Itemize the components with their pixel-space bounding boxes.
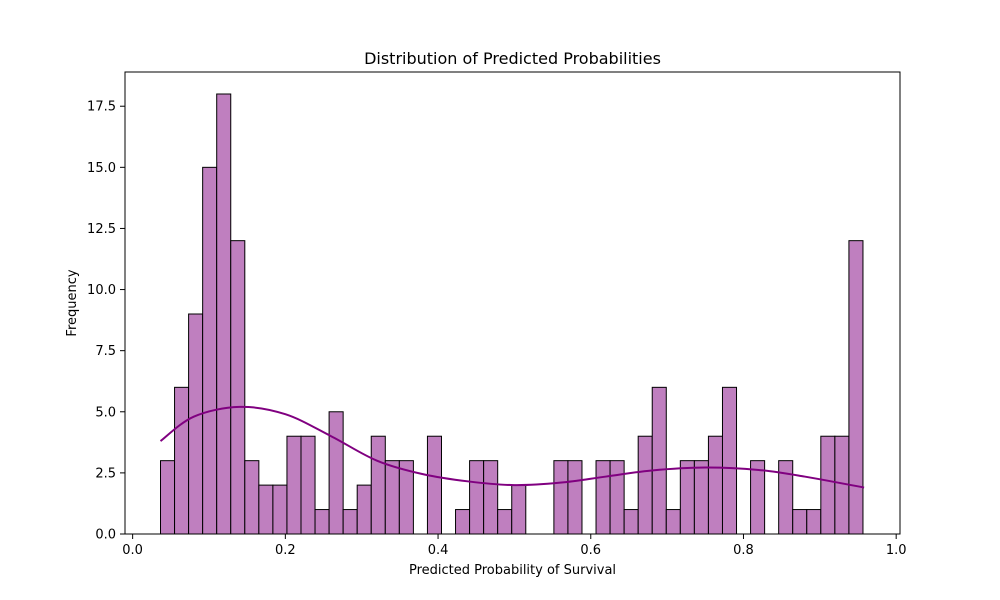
kde-curve xyxy=(159,405,865,489)
y-tick-label: 17.5 xyxy=(87,100,116,115)
histogram-bar xyxy=(258,484,274,535)
x-tick-label: 0.4 xyxy=(428,543,449,558)
x-tick-label: 0.8 xyxy=(733,543,754,558)
x-tick-label: 0.6 xyxy=(580,543,601,558)
histogram-bar xyxy=(595,460,611,535)
histogram-bar xyxy=(160,460,176,535)
histogram-bars xyxy=(160,93,864,535)
histogram-bar xyxy=(693,460,709,535)
histogram-bar xyxy=(356,484,372,535)
chart-title: Distribution of Predicted Probabilities xyxy=(364,49,661,68)
histogram-bar xyxy=(469,460,485,535)
histogram-bar xyxy=(216,93,232,535)
plot-frame xyxy=(124,71,901,535)
histogram-bar xyxy=(778,460,794,535)
histogram-bar xyxy=(342,509,358,535)
histogram-bar xyxy=(609,460,625,535)
histogram-bar xyxy=(384,460,400,535)
histogram-bar xyxy=(314,509,330,535)
histogram-bar xyxy=(721,386,738,535)
x-tick-label: 0.0 xyxy=(122,543,143,558)
histogram-bar xyxy=(483,460,499,535)
histogram-bar xyxy=(820,435,836,535)
histogram-bar xyxy=(750,460,766,535)
y-tick-label: 7.5 xyxy=(95,344,116,359)
y-axis-ticks: 0.0 2.5 5.0 7.5 10.0 12.5 15.0 17.5 xyxy=(87,100,125,543)
y-tick-label: 0.0 xyxy=(95,528,116,543)
histogram-bar xyxy=(651,386,667,535)
histogram-bar xyxy=(567,460,583,535)
histogram-bar xyxy=(637,435,653,535)
histogram-bar xyxy=(188,313,204,535)
histogram-bar xyxy=(665,509,681,535)
histogram-bar xyxy=(553,460,569,535)
histogram-bar xyxy=(202,166,218,535)
histogram-bar xyxy=(679,460,695,535)
histogram-bar xyxy=(623,509,639,535)
x-tick-label: 0.2 xyxy=(275,543,296,558)
y-tick-label: 15.0 xyxy=(87,161,116,176)
histogram-bar xyxy=(792,509,808,535)
histogram-bar xyxy=(806,509,822,535)
histogram-bar xyxy=(455,509,471,535)
histogram-bar xyxy=(497,509,513,535)
y-tick-label: 12.5 xyxy=(87,222,116,237)
histogram-bar xyxy=(244,460,260,535)
histogram-bar xyxy=(707,435,723,535)
histogram-bar xyxy=(230,240,246,535)
histogram-bar xyxy=(511,484,527,535)
histogram-bar xyxy=(286,435,302,535)
y-tick-label: 5.0 xyxy=(95,405,116,420)
y-axis-label: Frequency xyxy=(65,269,80,336)
x-tick-label: 1.0 xyxy=(886,543,907,558)
histogram-bar xyxy=(848,240,864,535)
histogram-bar xyxy=(174,386,190,535)
y-tick-label: 10.0 xyxy=(87,283,116,298)
histogram-bar xyxy=(272,484,288,535)
x-axis-ticks: 0.0 0.2 0.4 0.6 0.8 1.0 xyxy=(122,534,907,558)
y-tick-label: 2.5 xyxy=(95,466,116,481)
histogram-bar xyxy=(370,435,386,535)
histogram-bar xyxy=(426,435,442,535)
x-axis-label: Predicted Probability of Survival xyxy=(409,563,616,578)
histogram-bar xyxy=(300,435,316,535)
histogram-bar xyxy=(328,411,344,535)
